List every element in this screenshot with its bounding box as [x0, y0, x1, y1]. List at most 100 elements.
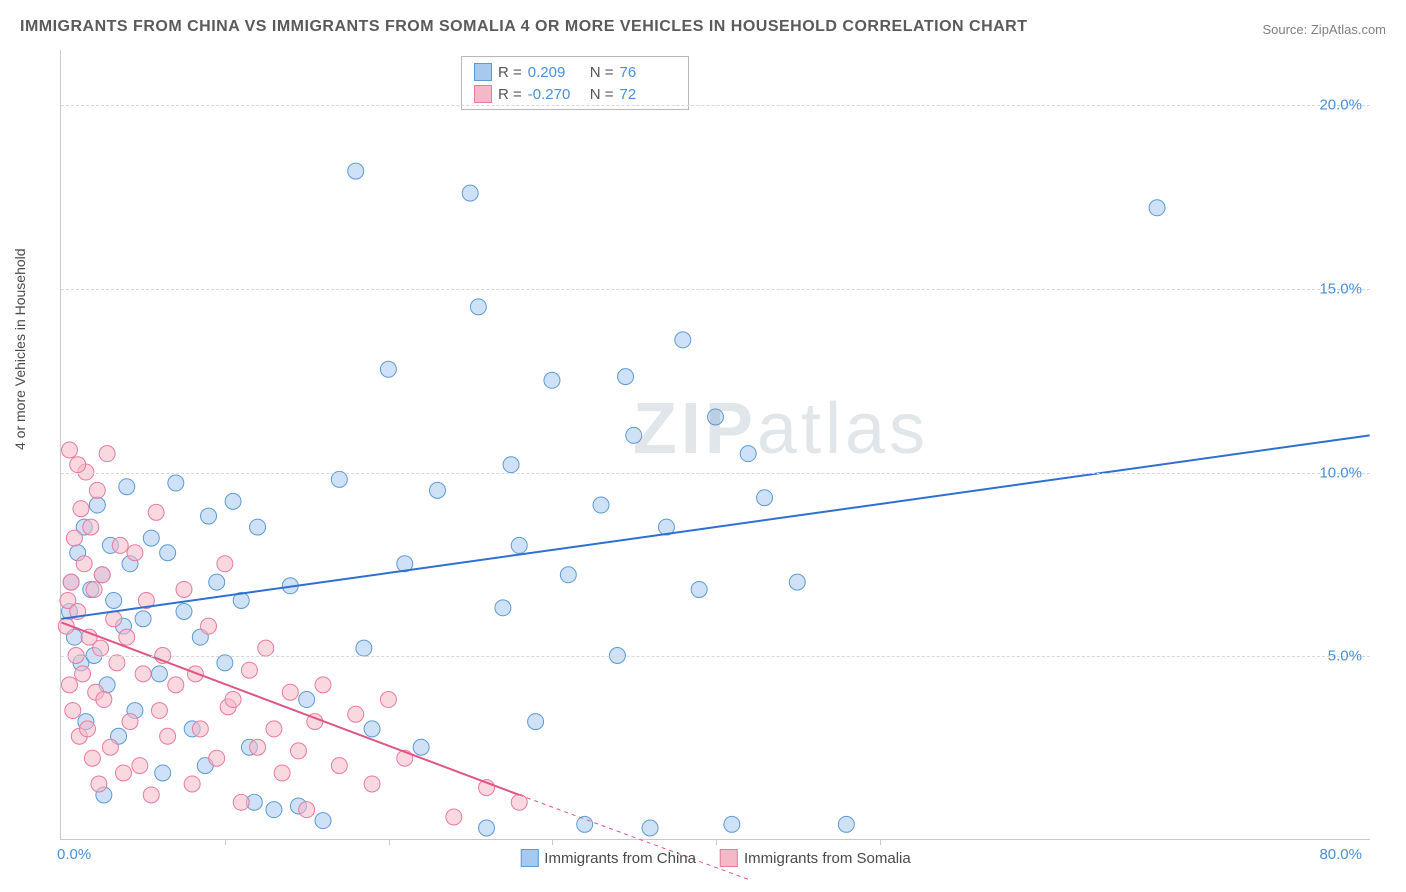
r-label: R =	[498, 64, 522, 81]
data-point	[708, 409, 724, 425]
data-point	[201, 508, 217, 524]
data-point	[201, 618, 217, 634]
data-point	[511, 537, 527, 553]
n-value: 76	[620, 64, 676, 81]
y-tick-label: 20.0%	[1319, 97, 1362, 114]
data-point	[135, 611, 151, 627]
data-point	[250, 519, 266, 535]
swatch-icon	[520, 849, 538, 867]
legend-label: Immigrants from China	[544, 850, 696, 867]
data-point	[106, 592, 122, 608]
data-point	[495, 600, 511, 616]
plot-svg	[61, 50, 1370, 839]
legend-label: Immigrants from Somalia	[744, 850, 911, 867]
data-point	[83, 519, 99, 535]
data-point	[315, 677, 331, 693]
data-point	[724, 816, 740, 832]
data-point	[364, 776, 380, 792]
plot-area: ZIPatlas R = 0.209 N = 76 R = -0.270 N =…	[60, 50, 1370, 840]
data-point	[143, 530, 159, 546]
data-point	[89, 482, 105, 498]
swatch-icon	[474, 85, 492, 103]
data-point	[250, 739, 266, 755]
data-point	[176, 603, 192, 619]
x-tick	[880, 839, 881, 845]
data-point	[148, 504, 164, 520]
data-point	[675, 332, 691, 348]
data-point	[446, 809, 462, 825]
x-tick	[389, 839, 390, 845]
n-value: 72	[620, 86, 676, 103]
data-point	[135, 666, 151, 682]
data-point	[96, 692, 112, 708]
data-point	[209, 574, 225, 590]
y-tick-label: 5.0%	[1328, 648, 1362, 665]
data-point	[274, 765, 290, 781]
data-point	[80, 721, 96, 737]
y-tick-label: 15.0%	[1319, 280, 1362, 297]
y-tick-label: 10.0%	[1319, 464, 1362, 481]
data-point	[84, 750, 100, 766]
data-point	[70, 457, 86, 473]
stats-row: R = 0.209 N = 76	[474, 61, 676, 83]
data-point	[160, 545, 176, 561]
gridline	[61, 105, 1370, 106]
data-point	[626, 427, 642, 443]
data-point	[192, 721, 208, 737]
swatch-icon	[474, 63, 492, 81]
data-point	[577, 816, 593, 832]
data-point	[94, 567, 110, 583]
x-tick	[225, 839, 226, 845]
data-point	[528, 714, 544, 730]
data-point	[112, 537, 128, 553]
data-point	[217, 556, 233, 572]
data-point	[282, 684, 298, 700]
data-point	[642, 820, 658, 836]
data-point	[86, 581, 102, 597]
data-point	[356, 640, 372, 656]
y-axis-label: 4 or more Vehicles in Household	[12, 248, 28, 450]
chart-container: IMMIGRANTS FROM CHINA VS IMMIGRANTS FROM…	[0, 0, 1406, 892]
data-point	[740, 446, 756, 462]
data-point	[429, 482, 445, 498]
data-point	[132, 758, 148, 774]
data-point	[560, 567, 576, 583]
data-point	[102, 739, 118, 755]
data-point	[380, 692, 396, 708]
legend-item: Immigrants from China	[520, 849, 696, 867]
data-point	[65, 703, 81, 719]
data-point	[209, 750, 225, 766]
data-point	[76, 556, 92, 572]
data-point	[119, 629, 135, 645]
data-point	[348, 163, 364, 179]
data-point	[1149, 200, 1165, 216]
stats-row: R = -0.270 N = 72	[474, 83, 676, 105]
legend-item: Immigrants from Somalia	[720, 849, 911, 867]
r-label: R =	[498, 86, 522, 103]
data-point	[364, 721, 380, 737]
data-point	[225, 493, 241, 509]
data-point	[241, 662, 257, 678]
data-point	[115, 765, 131, 781]
data-point	[331, 471, 347, 487]
data-point	[593, 497, 609, 513]
legend-bottom: Immigrants from China Immigrants from So…	[520, 849, 910, 867]
data-point	[413, 739, 429, 755]
swatch-icon	[720, 849, 738, 867]
data-point	[233, 794, 249, 810]
x-max-label: 80.0%	[1319, 846, 1362, 863]
data-point	[168, 475, 184, 491]
data-point	[544, 372, 560, 388]
data-point	[127, 545, 143, 561]
data-point	[618, 369, 634, 385]
data-point	[225, 692, 241, 708]
source-label: Source: ZipAtlas.com	[1262, 22, 1386, 37]
data-point	[266, 802, 282, 818]
data-point	[380, 361, 396, 377]
data-point	[258, 640, 274, 656]
data-point	[838, 816, 854, 832]
data-point	[119, 479, 135, 495]
data-point	[89, 497, 105, 513]
data-point	[91, 776, 107, 792]
data-point	[93, 640, 109, 656]
